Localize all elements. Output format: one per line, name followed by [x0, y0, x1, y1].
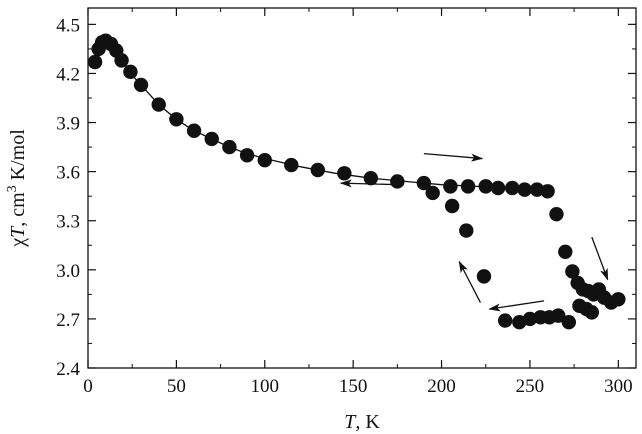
- data-point: [133, 77, 149, 93]
- direction-arrows: [339, 152, 609, 312]
- data-point: [222, 139, 237, 155]
- data-point: [533, 310, 548, 325]
- direction-arrow: [458, 260, 482, 303]
- y-tick-label: 2.4: [56, 359, 80, 380]
- x-tick-label: 150: [339, 376, 368, 397]
- axis-ticks: [87, 8, 636, 369]
- plot-frame: [87, 7, 637, 369]
- direction-arrow: [488, 300, 545, 312]
- data-point: [584, 305, 600, 320]
- data-point: [490, 180, 506, 196]
- data-point: [310, 162, 326, 178]
- data-point: [444, 198, 460, 214]
- data-point: [363, 170, 379, 186]
- data-point: [151, 97, 166, 112]
- data-point: [169, 112, 184, 127]
- data-point: [517, 182, 532, 197]
- y-tick-label: 3.6: [56, 163, 80, 184]
- data-point: [87, 54, 103, 70]
- axis-tick-labels: 0 50 100 150 200 250 300 2.4 2.7 3.0 3.3 3.6 3.9 4.2 4…: [56, 15, 632, 397]
- data-point: [540, 184, 555, 199]
- data-points: [87, 33, 626, 330]
- data-point: [549, 206, 564, 222]
- data-point: [390, 174, 405, 189]
- data-point: [416, 175, 432, 191]
- data-point: [239, 148, 255, 163]
- data-point: [561, 314, 577, 330]
- direction-arrow: [591, 236, 609, 281]
- data-point: [565, 264, 580, 279]
- data-point: [257, 152, 272, 168]
- data-point: [459, 223, 474, 238]
- x-tick-label: 300: [604, 376, 633, 397]
- y-axis-label: χT, cm3 K/mol: [5, 129, 29, 248]
- data-point: [114, 53, 129, 68]
- data-point: [476, 269, 492, 284]
- data-point: [204, 131, 219, 147]
- data-point: [505, 180, 520, 196]
- data-point: [512, 314, 527, 330]
- data-point: [497, 313, 513, 328]
- data-point: [284, 157, 299, 173]
- data-point: [337, 166, 352, 181]
- data-point: [611, 292, 626, 307]
- y-tick-label: 4.2: [56, 64, 80, 85]
- data-point: [478, 179, 493, 194]
- y-tick-label: 2.7: [56, 310, 80, 331]
- x-tick-label: 50: [167, 376, 186, 397]
- x-tick-label: 0: [83, 376, 93, 397]
- data-point: [558, 244, 573, 260]
- y-tick-label: 3.0: [56, 261, 80, 282]
- x-axis-label: T, K: [344, 411, 380, 433]
- x-tick-label: 250: [516, 376, 545, 397]
- y-tick-label: 4.5: [56, 15, 80, 36]
- data-point: [460, 179, 476, 194]
- data-point: [529, 182, 545, 197]
- data-point: [443, 179, 458, 194]
- y-tick-label: 3.3: [56, 212, 80, 233]
- direction-arrow: [423, 152, 484, 162]
- y-tick-label: 3.9: [56, 114, 80, 135]
- x-tick-label: 200: [427, 376, 456, 397]
- data-point: [186, 123, 202, 138]
- x-tick-label: 100: [251, 376, 280, 397]
- data-point: [425, 185, 440, 201]
- data-point: [123, 64, 138, 80]
